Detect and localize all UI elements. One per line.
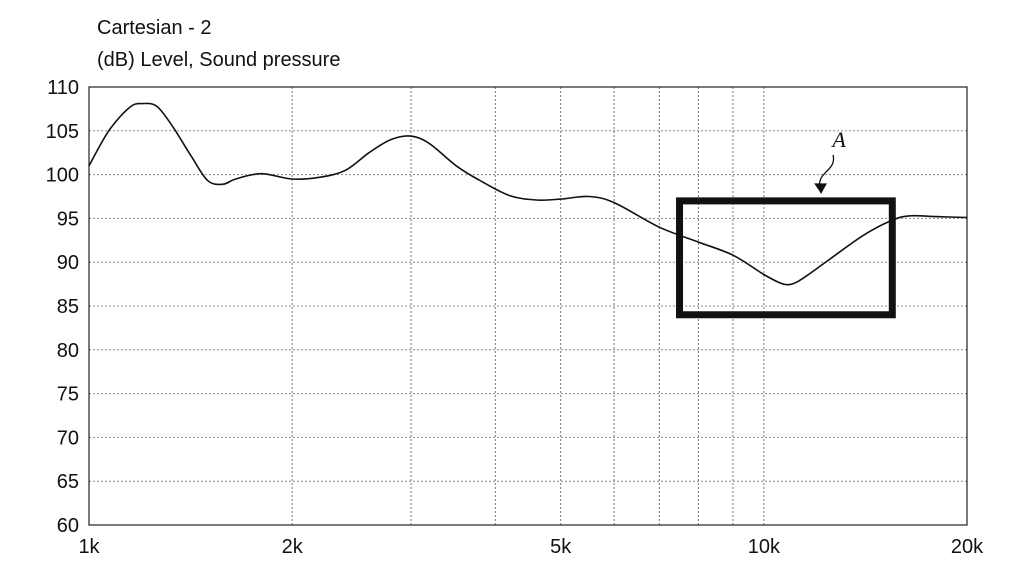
y-tick-labels: 110 105 100 95 90 85 80 75 70 65 60 <box>46 77 79 537</box>
y-gridlines <box>89 130 967 482</box>
y-axis-label: (dB) Level, Sound pressure <box>97 49 341 71</box>
series-line-sound-pressure <box>88 102 968 286</box>
y-tick-label: 65 <box>57 471 79 493</box>
x-tick-labels: 1k 2k 5k 10k 20k <box>78 536 984 558</box>
y-tick-label: 85 <box>57 296 79 318</box>
plot-frame <box>88 86 968 526</box>
y-tick-label: 95 <box>57 208 79 230</box>
y-tick-label: 100 <box>46 165 79 187</box>
y-tick-label: 80 <box>57 340 79 362</box>
chart-title: Cartesian - 2 <box>97 17 212 39</box>
y-tick-label: 70 <box>57 427 79 449</box>
x-tick-label: 5k <box>550 536 572 558</box>
y-tick-label: 60 <box>57 515 79 537</box>
x-tick-label: 1k <box>78 536 100 558</box>
y-tick-label: 105 <box>46 121 79 143</box>
x-tick-label: 2k <box>282 536 304 558</box>
x-gridlines <box>291 87 765 525</box>
x-tick-label: 20k <box>951 536 984 558</box>
y-tick-label: 90 <box>57 252 79 274</box>
annotation-a: A <box>676 127 896 319</box>
y-tick-label: 110 <box>47 77 79 99</box>
annotation-arrowhead <box>814 183 827 194</box>
annotation-box <box>676 197 896 319</box>
x-tick-label: 10k <box>748 536 781 558</box>
annotation-label: A <box>830 127 846 152</box>
y-tick-label: 75 <box>57 384 79 406</box>
